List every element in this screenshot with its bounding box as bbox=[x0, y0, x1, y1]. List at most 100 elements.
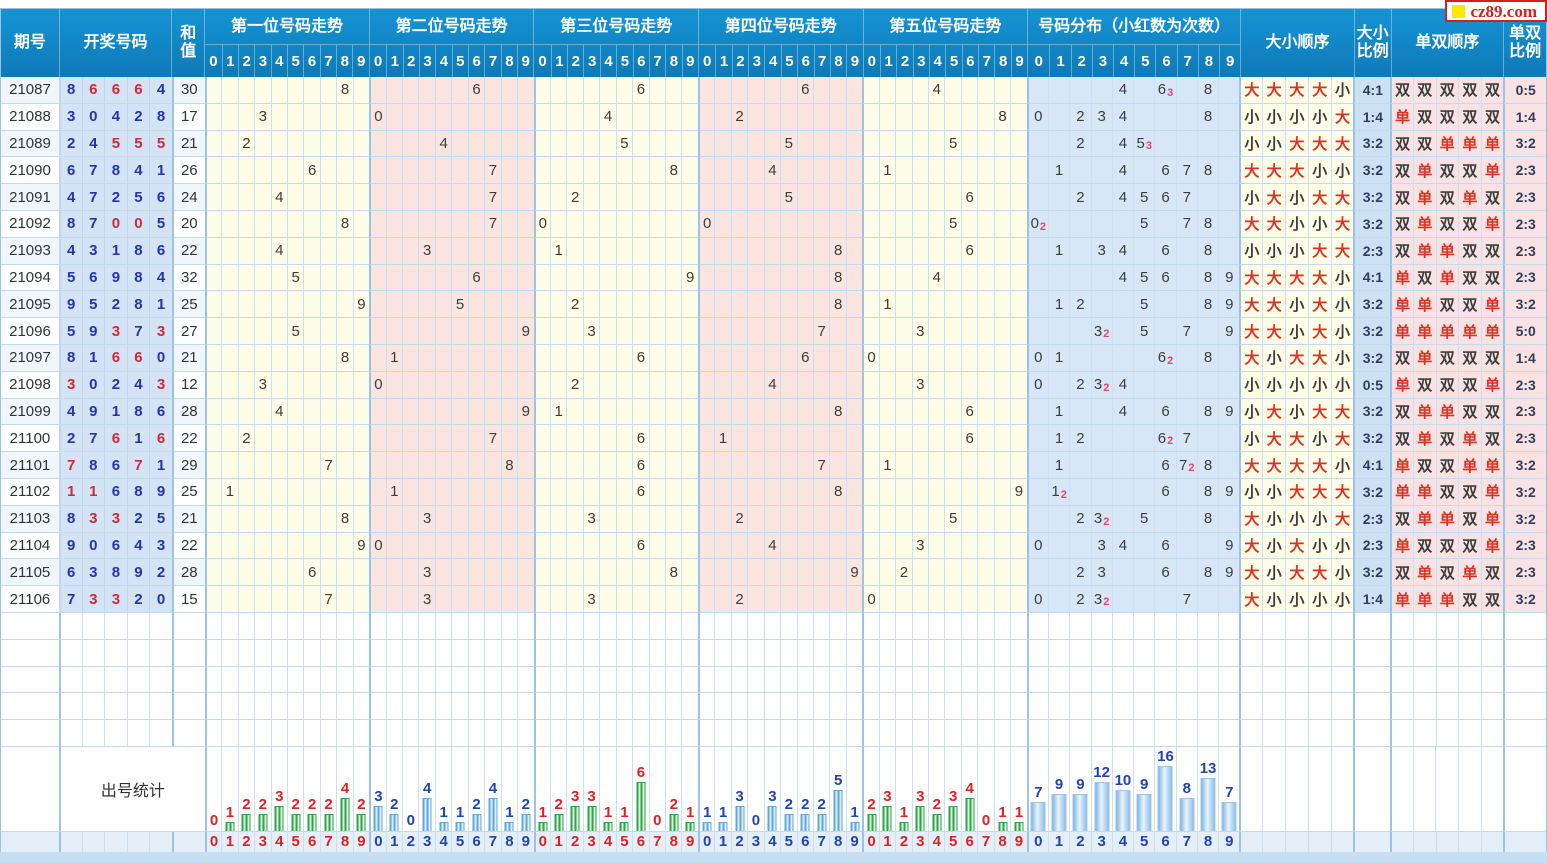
stat-bar bbox=[340, 797, 350, 831]
stat-count-label: 1 bbox=[603, 803, 613, 821]
dist-count-sub: 2 bbox=[1188, 462, 1195, 475]
trend-cell bbox=[566, 77, 583, 104]
empty-cell bbox=[1, 667, 59, 694]
dist-cell bbox=[1090, 210, 1112, 238]
trend-cell bbox=[221, 586, 238, 613]
trend-cell bbox=[303, 291, 320, 319]
trend-cell bbox=[451, 77, 468, 104]
dist-cell: 6 bbox=[1154, 237, 1176, 265]
draw-digit: 4 bbox=[58, 184, 82, 211]
trend-cell bbox=[467, 318, 485, 345]
empty-cell bbox=[1412, 720, 1436, 747]
dist-cell: 7 bbox=[1175, 318, 1197, 345]
trend-cell: 1 bbox=[385, 344, 403, 372]
trend-cell bbox=[845, 210, 863, 238]
trend-cell: 2 bbox=[730, 103, 748, 131]
trend-cell bbox=[352, 452, 370, 479]
bs-char-cell: 小 bbox=[1330, 532, 1354, 560]
dist-cell bbox=[1026, 77, 1048, 104]
header-section-title: 第三位号码走势 bbox=[534, 9, 698, 46]
trend-cell bbox=[730, 371, 748, 399]
empty-cell bbox=[104, 639, 127, 667]
stat-bar bbox=[1030, 801, 1046, 831]
oe-char-cell: 单 bbox=[1412, 505, 1436, 533]
trend-cell bbox=[451, 398, 468, 426]
table-row: 21090 6 7 8 4 1 26 6 7 8 4 1 1 4 6 7 8 大大大小小 3:2 双单双双单 2:3 bbox=[1, 157, 1547, 185]
header-digit-cell: 5 bbox=[780, 45, 797, 77]
trend-cell bbox=[352, 398, 370, 426]
header-digit-cell: 5 bbox=[287, 45, 303, 77]
empty-cell bbox=[1090, 720, 1112, 747]
empty-cell bbox=[237, 720, 255, 747]
trend-cell bbox=[911, 77, 929, 104]
site-logo[interactable]: cz89.com bbox=[1445, 0, 1547, 22]
trend-cell bbox=[451, 559, 468, 587]
dist-cell: 4 bbox=[1111, 371, 1134, 399]
trend-cell bbox=[665, 184, 682, 211]
trend-cell bbox=[319, 398, 337, 426]
bs-char-cell: 小 bbox=[1285, 210, 1308, 238]
trend-cell bbox=[632, 505, 649, 533]
dist-cell bbox=[1069, 77, 1091, 104]
empty-cell bbox=[171, 693, 205, 721]
dist-cell: 4 bbox=[1111, 157, 1134, 185]
header-digit-cell: 7 bbox=[1176, 45, 1198, 77]
empty-cell bbox=[681, 612, 698, 640]
header-digit-cell: 8 bbox=[1197, 45, 1219, 77]
empty-cell bbox=[149, 666, 172, 694]
trend-cell bbox=[451, 264, 468, 292]
empty-cell bbox=[763, 666, 781, 694]
draw-digit: 2 bbox=[104, 184, 127, 211]
empty-cell bbox=[1154, 666, 1176, 694]
sum-cell: 21 bbox=[171, 130, 205, 158]
trend-cell bbox=[812, 478, 830, 506]
dist-cell bbox=[1069, 478, 1091, 506]
empty-cell bbox=[895, 612, 912, 640]
trend-cell bbox=[599, 318, 616, 345]
empty-cell bbox=[319, 612, 337, 640]
trend-cell bbox=[796, 264, 813, 292]
empty-cell bbox=[402, 639, 419, 667]
dist-cell bbox=[1090, 264, 1112, 292]
oe-char-cell: 单 bbox=[1458, 452, 1481, 479]
trend-cell bbox=[517, 532, 534, 560]
oe-char-cell: 单 bbox=[1480, 210, 1504, 238]
trend-cell bbox=[977, 318, 994, 345]
trend-cell bbox=[960, 103, 978, 131]
trend-cell bbox=[911, 398, 929, 426]
oe-ratio-cell: 3:2 bbox=[1503, 478, 1547, 506]
bs-char-cell: 大 bbox=[1262, 184, 1286, 211]
sum-cell: 22 bbox=[171, 532, 205, 560]
trend-cell bbox=[697, 184, 715, 211]
trend-cell bbox=[812, 184, 830, 211]
trend-cell bbox=[697, 291, 715, 319]
trend-cell bbox=[895, 371, 912, 399]
bs-ratio-cell: 1:4 bbox=[1353, 586, 1391, 613]
draw-digit: 5 bbox=[126, 130, 150, 158]
draw-digit: 3 bbox=[104, 586, 127, 613]
empty-cell bbox=[270, 612, 287, 640]
empty-cell bbox=[270, 693, 287, 721]
trend-cell: 3 bbox=[911, 318, 929, 345]
stat-count-label: 2 bbox=[521, 795, 530, 813]
bs-char-cell: 小 bbox=[1262, 478, 1286, 506]
trend-cell bbox=[911, 478, 929, 506]
empty-cell bbox=[1503, 746, 1547, 832]
dist-cell bbox=[1175, 103, 1197, 131]
trend-cell: 6 bbox=[632, 478, 649, 506]
empty-cell bbox=[319, 639, 337, 667]
empty-cell bbox=[104, 612, 127, 640]
trend-cell bbox=[352, 371, 370, 399]
trend-cell bbox=[402, 425, 419, 453]
trend-cell bbox=[254, 344, 271, 372]
trend-cell: 1 bbox=[549, 398, 567, 426]
trend-cell bbox=[763, 478, 781, 506]
oe-char-cell: 双 bbox=[1458, 157, 1481, 185]
dist-cell: 0 bbox=[1026, 586, 1048, 613]
trend-cell bbox=[829, 532, 846, 560]
trend-cell bbox=[993, 505, 1011, 533]
trend-cell bbox=[319, 77, 337, 104]
trend-cell bbox=[352, 184, 370, 211]
oe-char-cell: 单 bbox=[1480, 505, 1504, 533]
